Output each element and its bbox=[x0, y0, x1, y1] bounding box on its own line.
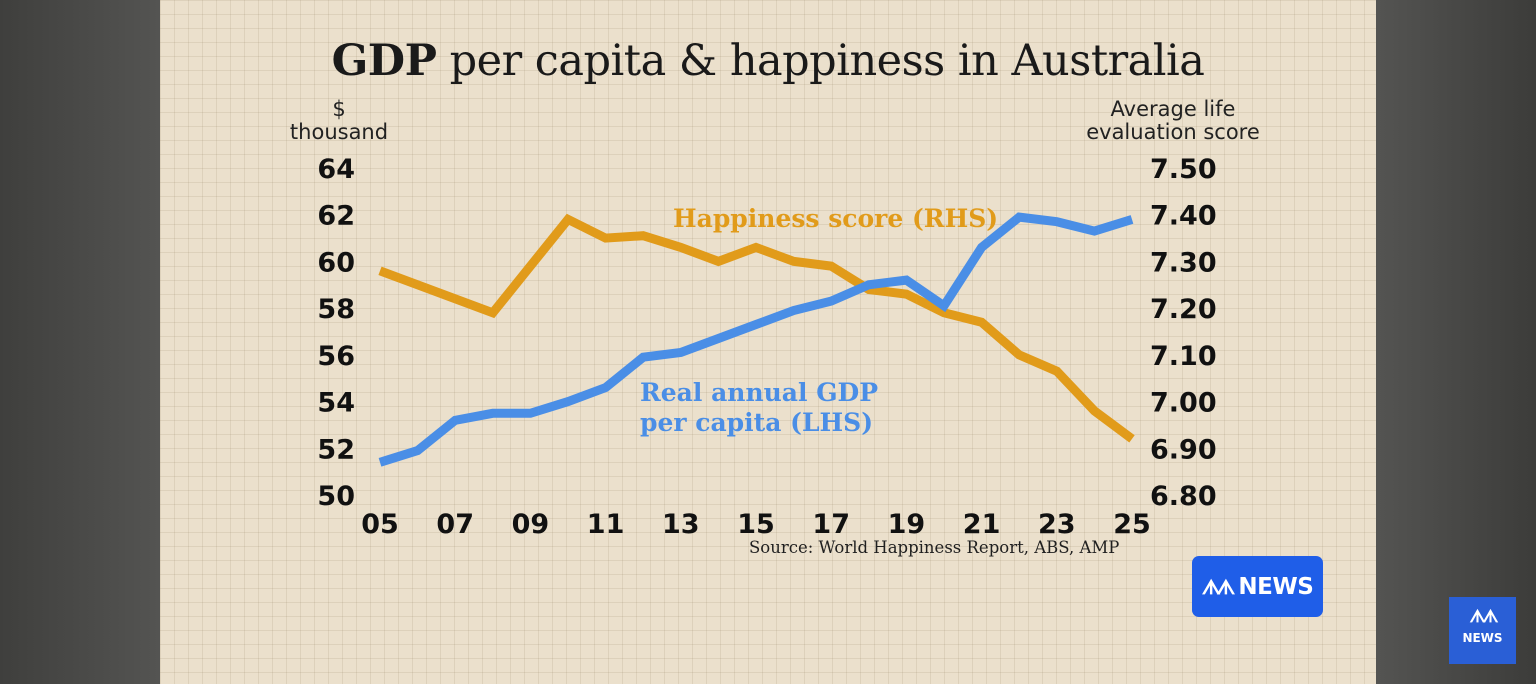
y-right-tick-label: 6.80 bbox=[1150, 481, 1217, 512]
y-right-tick-label: 7.10 bbox=[1150, 341, 1217, 372]
chart-title-bold: GDP bbox=[331, 36, 437, 86]
left-axis-title: $ thousand bbox=[276, 98, 402, 144]
y-right-tick-label: 7.30 bbox=[1150, 247, 1217, 278]
chart-panel bbox=[160, 0, 1376, 684]
left-axis-title-line2: thousand bbox=[289, 120, 389, 144]
gdp-series-label-line1: Real annual GDP bbox=[640, 378, 878, 407]
y-right-tick-label: 7.40 bbox=[1150, 201, 1217, 232]
gdp-series-line bbox=[378, 212, 1134, 467]
x-tick-label: 23 bbox=[1038, 509, 1076, 540]
x-tick-label: 11 bbox=[587, 509, 625, 540]
y-left-tick-label: 58 bbox=[317, 294, 355, 325]
y-right-tick-label: 7.50 bbox=[1150, 154, 1217, 185]
y-left-tick-label: 50 bbox=[317, 481, 355, 512]
right-axis-title-line2: evaluation score bbox=[1086, 120, 1260, 144]
right-axis-title: Average life evaluation score bbox=[1060, 98, 1286, 144]
x-tick-label: 05 bbox=[361, 509, 399, 540]
left-axis-title-line1: $ bbox=[332, 97, 346, 121]
x-tick-label: 15 bbox=[737, 509, 775, 540]
happiness-series-label: Happiness score (RHS) bbox=[673, 204, 998, 233]
y-left-tick-label: 54 bbox=[317, 388, 355, 419]
x-tick-label: 17 bbox=[812, 509, 850, 540]
y-left-tick-label: 62 bbox=[317, 201, 355, 232]
chart-title: GDP per capita & happiness in Australia bbox=[160, 36, 1376, 86]
abc-logo-icon: ᗑᗑ bbox=[1201, 574, 1236, 599]
x-tick-label: 07 bbox=[436, 509, 474, 540]
right-letterbox bbox=[1376, 0, 1536, 684]
gdp-series-label-line2: per capita (LHS) bbox=[640, 408, 873, 437]
y-right-tick-label: 7.00 bbox=[1150, 388, 1217, 419]
y-right-tick-label: 7.20 bbox=[1150, 294, 1217, 325]
x-tick-label: 09 bbox=[512, 509, 550, 540]
abc-news-logo: ᗑᗑ NEWS bbox=[1192, 556, 1323, 617]
y-left-tick-label: 60 bbox=[317, 247, 355, 278]
left-letterbox bbox=[0, 0, 160, 684]
x-tick-label: 13 bbox=[662, 509, 700, 540]
abc-watermark-word: NEWS bbox=[1462, 631, 1503, 645]
source-note: Source: World Happiness Report, ABS, AMP bbox=[749, 538, 1120, 557]
chart-title-rest: per capita & happiness in Australia bbox=[449, 36, 1205, 86]
abc-watermark-icon: ᗑᗑ bbox=[1469, 607, 1499, 627]
y-left-tick-label: 64 bbox=[317, 154, 355, 185]
y-left-tick-label: 56 bbox=[317, 341, 355, 372]
x-tick-label: 19 bbox=[888, 509, 926, 540]
happiness-series-line bbox=[378, 213, 1135, 443]
right-axis-title-line1: Average life bbox=[1110, 97, 1236, 121]
y-right-tick-label: 6.90 bbox=[1150, 434, 1217, 465]
x-tick-label: 21 bbox=[963, 509, 1001, 540]
y-left-tick-label: 52 bbox=[317, 434, 355, 465]
abc-logo-word: NEWS bbox=[1238, 573, 1314, 600]
abc-news-watermark: ᗑᗑ NEWS bbox=[1449, 597, 1516, 664]
x-tick-label: 25 bbox=[1113, 509, 1151, 540]
